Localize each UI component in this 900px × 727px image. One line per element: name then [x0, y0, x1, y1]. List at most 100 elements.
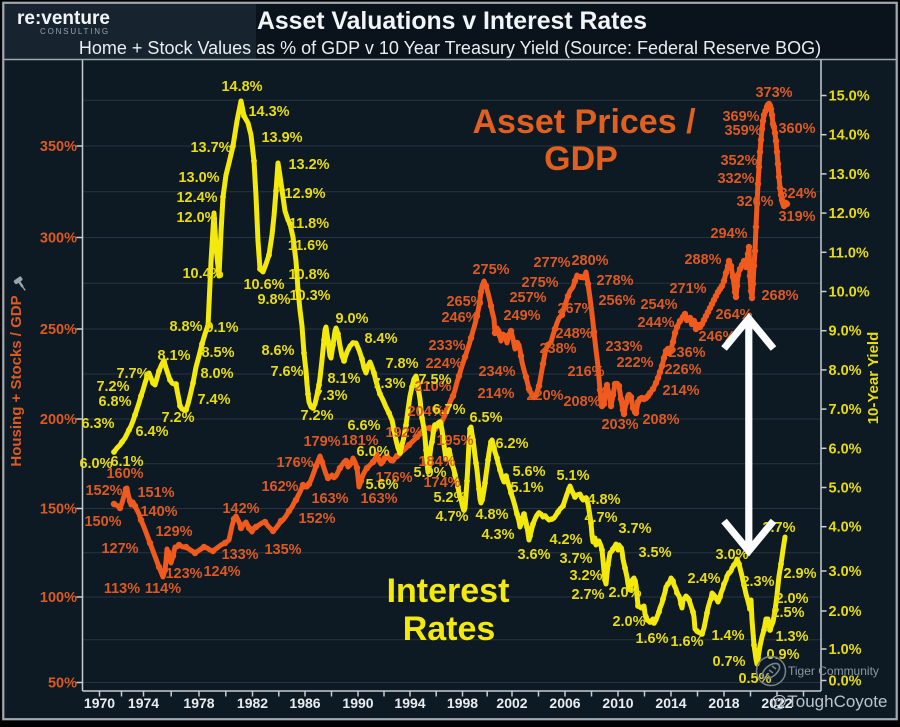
svg-text:160%: 160% — [106, 466, 143, 482]
svg-text:271%: 271% — [669, 281, 706, 297]
svg-text:7.2%: 7.2% — [161, 410, 194, 426]
svg-text:3.0%: 3.0% — [715, 547, 748, 563]
svg-text:214%: 214% — [662, 383, 699, 399]
svg-text:7.3%: 7.3% — [372, 376, 405, 392]
svg-text:GDP: GDP — [544, 140, 618, 178]
svg-text:7.4%: 7.4% — [197, 392, 230, 408]
svg-text:4.2%: 4.2% — [549, 532, 582, 548]
svg-text:233%: 233% — [605, 339, 642, 355]
svg-text:150%: 150% — [84, 514, 121, 530]
svg-text:13.2%: 13.2% — [288, 157, 329, 173]
svg-text:1.4%: 1.4% — [711, 628, 744, 644]
svg-text:6.6%: 6.6% — [347, 418, 380, 434]
svg-text:238%: 238% — [539, 341, 576, 357]
svg-text:Tiger Community: Tiger Community — [788, 664, 879, 678]
svg-text:10.8%: 10.8% — [288, 267, 329, 283]
svg-text:4.7%: 4.7% — [435, 509, 468, 525]
svg-text:256%: 256% — [598, 293, 635, 309]
svg-text:9.0%: 9.0% — [829, 324, 862, 340]
svg-text:300%: 300% — [40, 231, 77, 247]
svg-text:257%: 257% — [509, 290, 546, 306]
svg-text:2006: 2006 — [549, 695, 580, 711]
svg-text:re:venture: re:venture — [17, 8, 110, 29]
svg-text:13.7%: 13.7% — [190, 140, 231, 156]
svg-text:5.9%: 5.9% — [413, 465, 446, 481]
svg-text:246%: 246% — [441, 310, 478, 326]
svg-text:5.6%: 5.6% — [512, 464, 545, 480]
svg-text:373%: 373% — [755, 85, 792, 101]
svg-text:2.5%: 2.5% — [771, 605, 804, 621]
svg-text:0.9%: 0.9% — [766, 647, 799, 663]
svg-text:6.2%: 6.2% — [495, 436, 528, 452]
svg-text:152%: 152% — [85, 483, 122, 499]
svg-text:50%: 50% — [48, 676, 77, 692]
svg-text:267%: 267% — [557, 301, 594, 317]
svg-text:1.0%: 1.0% — [829, 642, 862, 658]
svg-text:324%: 324% — [779, 186, 816, 202]
svg-text:14.0%: 14.0% — [829, 128, 870, 144]
svg-text:2.0%: 2.0% — [775, 591, 808, 607]
svg-text:275%: 275% — [521, 275, 558, 291]
svg-text:278%: 278% — [596, 273, 633, 289]
svg-text:14.3%: 14.3% — [248, 104, 289, 120]
svg-text:123%: 123% — [165, 566, 202, 582]
svg-text:174%: 174% — [423, 475, 460, 491]
svg-text:6.1%: 6.1% — [110, 454, 143, 470]
svg-text:181%: 181% — [341, 433, 378, 449]
svg-text:1.3%: 1.3% — [775, 629, 808, 645]
svg-text:6.4%: 6.4% — [135, 424, 168, 440]
svg-text:319%: 319% — [778, 209, 815, 225]
svg-text:184%: 184% — [418, 454, 455, 470]
svg-text:234%: 234% — [478, 364, 515, 380]
svg-text:133%: 133% — [221, 547, 258, 563]
svg-text:216%: 216% — [567, 364, 604, 380]
svg-text:2018: 2018 — [708, 695, 739, 711]
svg-text:5.6%: 5.6% — [365, 477, 398, 493]
svg-text:208%: 208% — [642, 412, 679, 428]
svg-text:129%: 129% — [155, 524, 192, 540]
svg-text:332%: 332% — [717, 171, 754, 187]
svg-text:2.0%: 2.0% — [608, 585, 641, 601]
svg-text:124%: 124% — [203, 564, 240, 580]
svg-text:5.2%: 5.2% — [433, 490, 466, 506]
svg-text:8.5%: 8.5% — [201, 345, 234, 361]
svg-text:7.2%: 7.2% — [96, 379, 129, 395]
svg-text:203%: 203% — [601, 417, 638, 433]
svg-text:249%: 249% — [503, 308, 540, 324]
svg-text:151%: 151% — [137, 485, 174, 501]
svg-text:7.3%: 7.3% — [314, 388, 347, 404]
svg-text:275%: 275% — [472, 262, 509, 278]
svg-text:2.0%: 2.0% — [829, 604, 862, 620]
svg-text:2022: 2022 — [761, 695, 792, 711]
svg-text:350%: 350% — [40, 139, 77, 155]
svg-text:1.6%: 1.6% — [635, 631, 668, 647]
svg-text:8.6%: 8.6% — [261, 343, 294, 359]
svg-text:12.0%: 12.0% — [176, 210, 217, 226]
svg-text:294%: 294% — [710, 226, 747, 242]
svg-text:236%: 236% — [668, 345, 705, 361]
svg-text:15.0%: 15.0% — [829, 89, 870, 105]
svg-text:6.0%: 6.0% — [79, 456, 112, 472]
svg-text:@ToughCoyote: @ToughCoyote — [770, 692, 887, 711]
svg-text:248%: 248% — [555, 326, 592, 342]
svg-text:3.6%: 3.6% — [517, 547, 550, 563]
svg-text:14.8%: 14.8% — [221, 79, 262, 95]
svg-text:CONSULTING: CONSULTING — [40, 27, 110, 36]
svg-text:11.6%: 11.6% — [288, 238, 328, 254]
svg-text:250%: 250% — [40, 322, 77, 338]
svg-text:7.6%: 7.6% — [270, 364, 303, 380]
svg-text:220%: 220% — [526, 388, 563, 404]
svg-text:11.8%: 11.8% — [289, 216, 329, 232]
svg-text:6.5%: 6.5% — [469, 410, 502, 426]
svg-text:4.8%: 4.8% — [475, 507, 508, 523]
svg-text:114%: 114% — [145, 581, 181, 597]
svg-text:1982: 1982 — [237, 695, 268, 711]
svg-text:142%: 142% — [222, 501, 259, 517]
svg-text:4.0%: 4.0% — [829, 520, 862, 536]
svg-text:163%: 163% — [311, 491, 348, 507]
svg-text:195%: 195% — [436, 433, 473, 449]
svg-text:5.1%: 5.1% — [510, 480, 543, 496]
svg-text:8.0%: 8.0% — [200, 366, 233, 382]
svg-text:9.8%: 9.8% — [257, 292, 290, 308]
svg-text:268%: 268% — [761, 288, 798, 304]
